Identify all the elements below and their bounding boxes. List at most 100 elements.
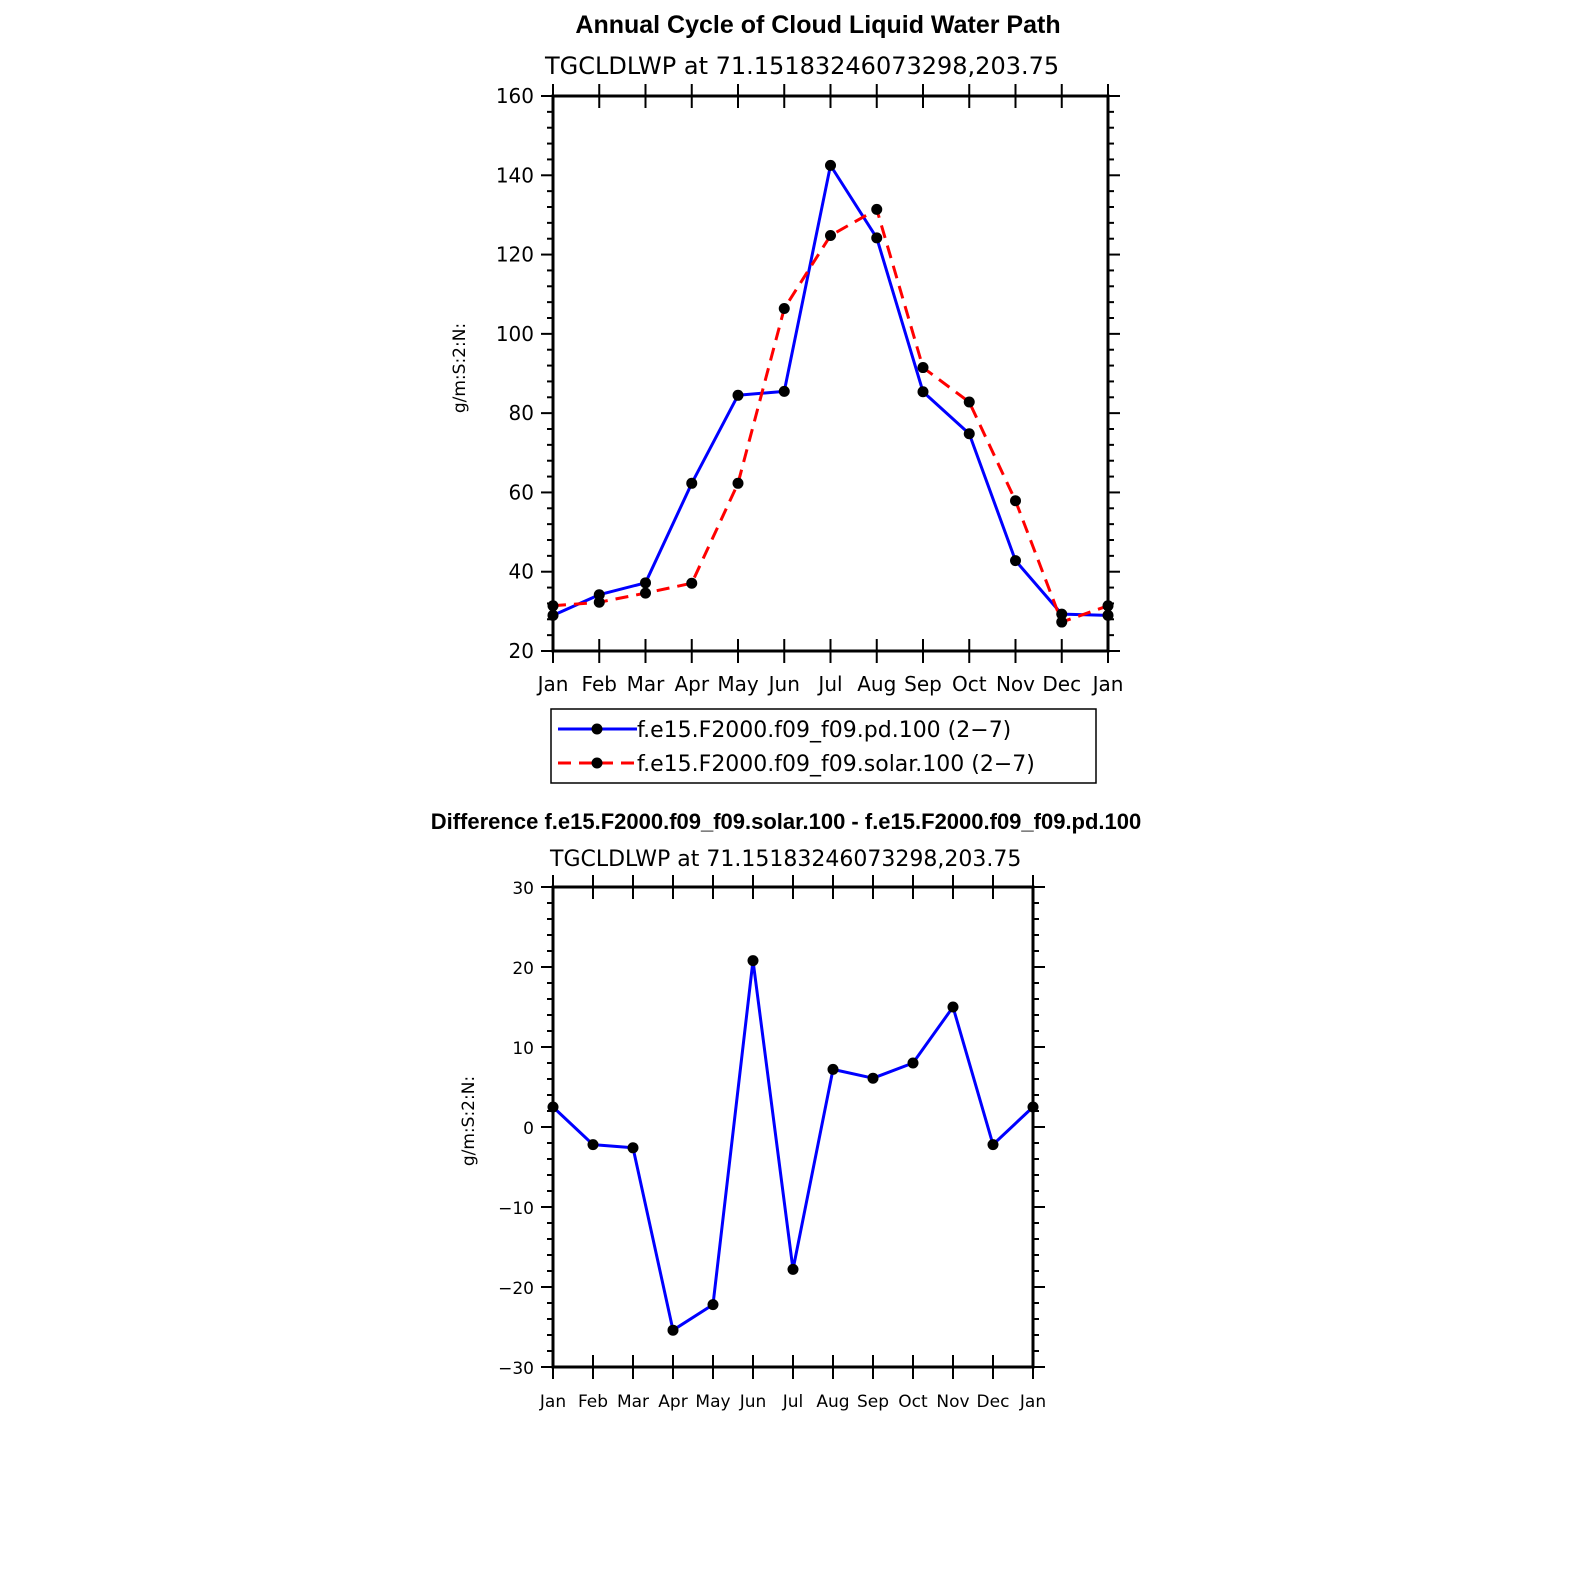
difference-xtick-label: Jan [539, 1392, 566, 1412]
annual-cycle-xtick-label: Sep [904, 672, 942, 696]
annual-cycle-point-0 [917, 386, 929, 398]
annual-cycle-xtick-label: Oct [952, 672, 987, 696]
difference-point-0 [1027, 1101, 1039, 1113]
difference-xtick-label: May [695, 1392, 730, 1412]
difference-point-0 [907, 1057, 919, 1069]
annual-cycle-title: Annual Cycle of Cloud Liquid Water Path [575, 11, 1060, 39]
annual-cycle-xtick-label: Aug [857, 672, 896, 696]
difference-ytick-label: 0 [523, 1119, 534, 1139]
difference-plot-frame [551, 885, 1035, 1369]
annual-cycle-series-line-1 [552, 207, 1109, 624]
annual-cycle-point-0 [778, 385, 790, 397]
annual-cycle-point-1 [547, 600, 559, 612]
difference-ytick-label: −30 [498, 1359, 534, 1379]
annual-cycle-plot-frame [551, 94, 1110, 653]
difference-axes: −30 −20 −10 0 10 20 30 Jan Feb Mar Apr May Jun Jul Aug… [498, 875, 1046, 1412]
annual-cycle-ytick-label: 140 [496, 163, 534, 187]
annual-cycle-xtick-label: May [717, 672, 759, 696]
annual-cycle-point-1 [1102, 600, 1114, 612]
annual-cycle-point-0 [593, 589, 605, 601]
annual-cycle-point-0 [640, 577, 651, 589]
difference-title: Difference f.e15.F2000.f09_f09.solar.100… [431, 809, 1142, 834]
difference-xtick-label: Aug [816, 1392, 849, 1412]
difference-xtick-label: Nov [936, 1392, 969, 1412]
annual-cycle-ytick-label: 40 [509, 560, 534, 584]
annual-cycle-subtitle: TGCLDLWP at 71.15183246073298,203.75 [544, 52, 1059, 80]
difference-xtick-label: Jul [782, 1392, 804, 1412]
annual-cycle-point-0 [547, 609, 559, 621]
difference-point-0 [667, 1324, 679, 1336]
difference-xtick-label: Dec [977, 1392, 1010, 1412]
annual-cycle-xtick-label: Jul [816, 672, 842, 696]
annual-cycle-point-1 [871, 203, 883, 215]
annual-cycle-ytick-label: 20 [509, 639, 534, 663]
annual-cycle-ytick-label: 160 [496, 84, 534, 108]
annual-cycle-ytick-label: 60 [509, 480, 534, 504]
annual-cycle-point-0 [686, 477, 698, 489]
annual-cycle-xtick-label: Jun [767, 672, 800, 696]
difference-ytick-label: 10 [512, 1039, 534, 1059]
difference-point-0 [827, 1063, 839, 1075]
annual-cycle-xtick-label: Feb [582, 672, 617, 696]
difference-subtitle: TGCLDLWP at 71.15183246073298,203.75 [549, 847, 1021, 872]
difference-point-0 [627, 1142, 639, 1154]
difference-ytick-label: −10 [498, 1199, 534, 1219]
difference-point-0 [587, 1139, 599, 1151]
annual-cycle-point-1 [825, 230, 836, 242]
annual-cycle-ylabel: g/m:S:2:N: [450, 323, 470, 413]
legend-label-solar: f.e15.F2000.f09_f09.solar.100 (2−7) [637, 752, 1035, 777]
annual-cycle-point-1 [963, 396, 975, 408]
annual-cycle-ytick-label: 120 [496, 243, 534, 267]
annual-cycle-panel: Annual Cycle of Cloud Liquid Water Path … [450, 11, 1124, 784]
difference-point-0 [947, 1001, 959, 1013]
legend: f.e15.F2000.f09_f09.pd.100 (2−7) f.e15.F… [550, 708, 1097, 784]
difference-point-0 [747, 955, 759, 967]
annual-cycle-xtick-label: Jan [1091, 672, 1124, 696]
annual-cycle-point-0 [732, 389, 744, 401]
legend-label-pd: f.e15.F2000.f09_f09.pd.100 (2−7) [637, 718, 1011, 743]
annual-cycle-ytick-label: 80 [509, 401, 534, 425]
difference-xtick-label: Mar [617, 1392, 649, 1412]
annual-cycle-point-1 [640, 587, 651, 599]
annual-cycle-point-0 [1056, 608, 1068, 620]
difference-xtick-label: Apr [658, 1392, 687, 1412]
difference-point-0 [547, 1101, 559, 1113]
difference-xtick-label: Feb [578, 1392, 608, 1412]
difference-point-0 [867, 1072, 879, 1084]
legend-box [550, 708, 1097, 784]
annual-cycle-xtick-label: Apr [674, 672, 709, 696]
annual-cycle-point-0 [871, 232, 883, 244]
difference-ytick-label: 20 [512, 959, 534, 979]
legend-marker-solar [591, 757, 603, 769]
annual-cycle-point-1 [732, 477, 744, 489]
difference-ytick-label: −20 [498, 1279, 534, 1299]
annual-cycle-point-0 [1010, 555, 1021, 567]
annual-cycle-point-0 [963, 428, 975, 440]
annual-cycle-point-1 [593, 596, 605, 608]
difference-point-0 [707, 1299, 719, 1311]
legend-marker-pd [591, 723, 603, 735]
annual-cycle-ytick-label: 100 [496, 322, 534, 346]
difference-point-0 [787, 1263, 799, 1275]
annual-cycle-xtick-label: Mar [627, 672, 666, 696]
annual-cycle-series [547, 159, 1114, 628]
annual-cycle-point-0 [1102, 609, 1114, 621]
difference-panel: Difference f.e15.F2000.f09_f09.solar.100… [431, 809, 1142, 1412]
difference-point-0 [987, 1139, 999, 1151]
difference-ylabel: g/m:S:2:N: [459, 1076, 479, 1166]
difference-ytick-label: 30 [512, 879, 534, 899]
difference-xtick-label: Jun [739, 1392, 767, 1412]
annual-cycle-point-1 [1010, 495, 1021, 507]
annual-cycle-axes: 20 40 60 80 100 120 140 160 Jan Feb Mar Apr May Jun Ju… [496, 84, 1124, 696]
annual-cycle-xtick-label: Dec [1042, 672, 1081, 696]
difference-series [547, 955, 1039, 1336]
difference-xtick-label: Sep [857, 1392, 889, 1412]
annual-cycle-point-1 [778, 302, 790, 314]
difference-xtick-label: Jan [1019, 1392, 1046, 1412]
difference-xtick-label: Oct [898, 1392, 928, 1412]
annual-cycle-point-1 [917, 362, 929, 374]
annual-cycle-point-1 [686, 577, 698, 589]
annual-cycle-xtick-label: Jan [536, 672, 569, 696]
annual-cycle-point-0 [825, 159, 836, 171]
